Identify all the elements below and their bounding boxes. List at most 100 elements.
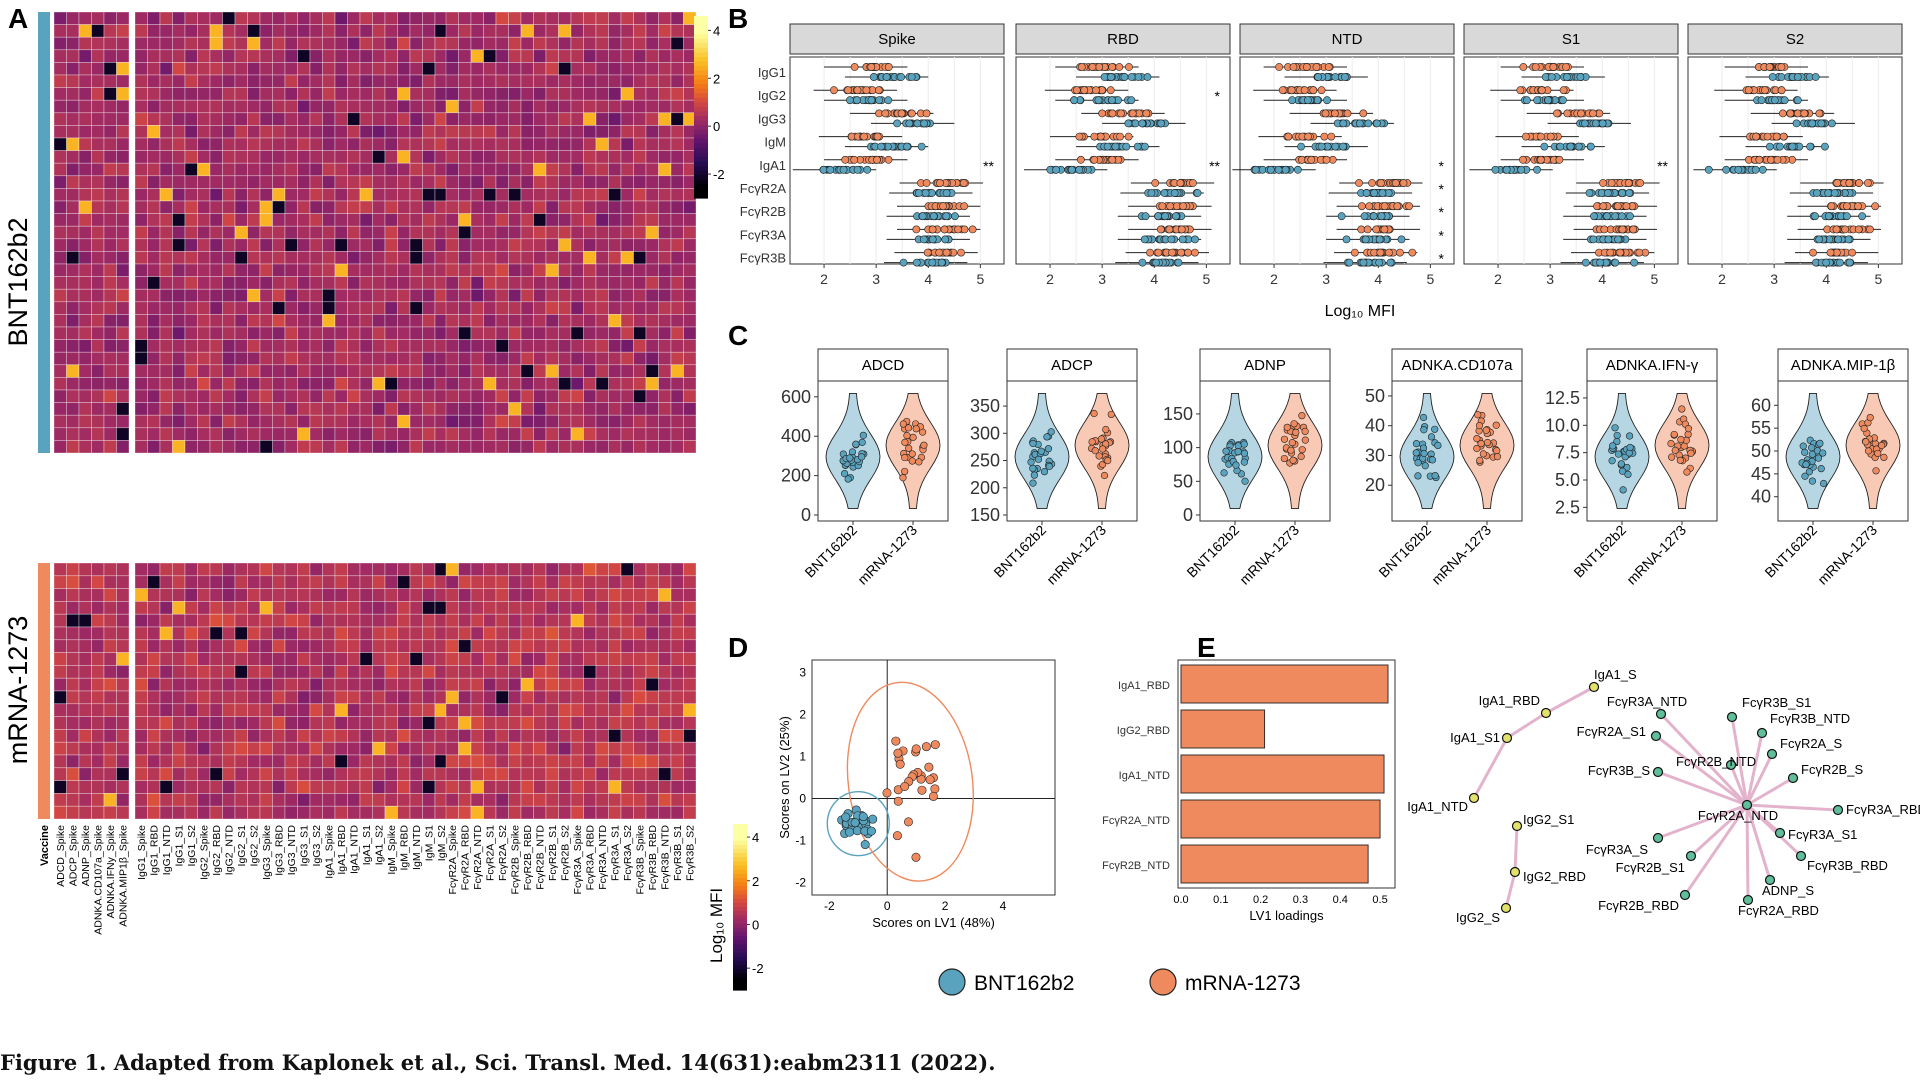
column-label-titer: IgA1_RBD: [336, 825, 348, 875]
heatmap-titers-bnt-cell: [334, 251, 348, 265]
data-point: [1519, 155, 1527, 164]
heatmap-fcr-bnt-cell: [633, 440, 647, 454]
heatmap-titers-mrna-cell: [209, 805, 223, 820]
heatmap-titers-mrna-cell: [184, 677, 198, 692]
heatmap-titers-bnt-cell: [347, 427, 361, 441]
heatmap-fcr-bnt-cell: [483, 49, 497, 63]
heatmap-functions-mrna-cell: [91, 729, 105, 743]
heatmap-fcr-bnt-cell: [633, 36, 647, 51]
heatmap-titers-bnt-cell: [222, 49, 236, 63]
heatmap-functions-bnt-cell: [66, 175, 80, 189]
heatmap-titers-mrna-cell: [222, 601, 236, 615]
heatmap-fcr-bnt-cell: [595, 150, 609, 164]
heatmap-colorbar-step: [694, 147, 708, 154]
data-point: [1606, 248, 1615, 257]
heatmap-fcr-mrna-cell: [558, 626, 572, 641]
heatmap-titers-mrna-cell: [384, 588, 398, 602]
violin-point: [1220, 469, 1228, 477]
data-point: [912, 225, 921, 234]
heatmap-titers-mrna-cell: [322, 805, 336, 820]
heatmap-titers-bnt-cell: [334, 276, 348, 290]
heatmap-titers-bnt-cell: [184, 364, 198, 378]
heatmap-fcr-mrna-cell: [470, 665, 484, 679]
heatmap-functions-bnt-cell: [78, 314, 92, 328]
heatmap-titers-bnt-cell: [209, 314, 223, 328]
heatmap-titers-mrna-cell: [234, 690, 248, 705]
heatmap-functions-bnt-cell: [66, 402, 80, 416]
heatmap-fcr-bnt-cell: [470, 314, 484, 328]
heatmap-titers-mrna-cell: [259, 690, 273, 705]
heatmap-fcr-mrna-cell: [645, 601, 659, 615]
heatmap-fcr-bnt-cell: [483, 162, 497, 177]
heatmap-functions-bnt-cell: [91, 288, 105, 303]
heatmap-titers-mrna-cell: [147, 729, 161, 743]
data-point: [893, 119, 902, 128]
heatmap-titers-mrna-cell: [297, 639, 311, 653]
heatmap-titers-mrna-cell: [147, 703, 161, 717]
heatmap-titers-bnt-cell: [134, 402, 148, 416]
data-point: [1131, 119, 1140, 128]
column-label-fcr: FcγR3B_NTD: [660, 825, 672, 890]
heatmap-titers-bnt-cell: [422, 389, 436, 403]
data-point: [1537, 132, 1545, 141]
heatmap-fcr-mrna-cell: [670, 793, 684, 807]
heatmap-functions-bnt-cell: [91, 125, 105, 139]
heatmap-fcr-bnt-cell: [495, 125, 509, 139]
heatmap-titers-mrna-cell: [409, 690, 423, 705]
heatmap-fcr-bnt-cell: [658, 49, 672, 63]
heatmap-fcr-bnt-cell: [533, 213, 547, 227]
data-point: [1502, 165, 1511, 174]
heatmap-titers-mrna-cell: [434, 601, 448, 615]
heatmap-fcr-bnt-cell: [470, 351, 484, 366]
heatmap-fcr-bnt-cell: [508, 36, 522, 51]
heatmap-fcr-bnt-cell: [658, 414, 672, 429]
x-tick-label: 5: [1874, 271, 1882, 287]
heatmap-titers-bnt-cell: [384, 62, 398, 76]
heatmap-fcr-bnt-cell: [520, 263, 534, 277]
heatmap-functions-mrna-cell: [91, 767, 105, 781]
heatmap-fcr-mrna-cell: [520, 652, 534, 666]
data-point: [1595, 109, 1604, 118]
column-label-function: ADNP_Spike: [80, 825, 92, 886]
heatmap-fcr-bnt-cell: [470, 24, 484, 38]
heatmap-fcr-bnt-cell: [595, 288, 609, 303]
heatmap-fcr-bnt-cell: [545, 301, 559, 315]
heatmap-functions-bnt-cell: [53, 402, 67, 416]
heatmap-titers-bnt-cell: [272, 36, 286, 51]
heatmap-functions-mrna-cell: [53, 690, 67, 705]
heatmap-titers-mrna-cell: [284, 652, 298, 666]
heatmap-fcr-bnt-cell: [445, 263, 459, 277]
data-point: [1108, 109, 1117, 118]
panel-letter-A: A: [8, 3, 28, 34]
heatmap-fcr-bnt-cell: [570, 137, 584, 151]
x-tick-label: 3: [872, 271, 880, 287]
heatmap-titers-mrna-cell: [209, 716, 223, 730]
facet-title: ADNP: [1244, 357, 1286, 374]
heatmap-titers-mrna-cell: [222, 677, 236, 692]
heatmap-functions-bnt-cell: [78, 125, 92, 139]
data-point: [1307, 155, 1316, 164]
heatmap-functions-bnt-cell: [66, 162, 80, 177]
heatmap-fcr-bnt-cell: [470, 402, 484, 416]
significance-marker: **: [1209, 158, 1220, 174]
heatmap-titers-bnt-cell: [184, 162, 198, 177]
violin-point: [1037, 447, 1045, 455]
heatmap-fcr-bnt-cell: [645, 339, 659, 353]
heatmap-fcr-bnt-cell: [520, 150, 534, 164]
heatmap-titers-bnt-cell: [184, 112, 198, 126]
heatmap-fcr-mrna-cell: [508, 562, 522, 577]
data-point: [1577, 109, 1585, 118]
heatmap-titers-bnt-cell: [184, 377, 198, 391]
data-point: [922, 179, 931, 187]
heatmap-fcr-bnt-cell: [458, 351, 472, 366]
heatmap-fcr-mrna-cell: [520, 562, 534, 577]
heatmap-titers-bnt-cell: [147, 137, 161, 151]
heatmap-titers-mrna-cell: [372, 690, 386, 705]
data-point: [1599, 202, 1608, 211]
data-point: [1827, 202, 1836, 211]
heatmap-titers-mrna-cell: [334, 729, 348, 743]
heatmap-fcr-bnt-cell: [645, 364, 659, 378]
heatmap-titers-bnt-cell: [384, 427, 398, 441]
column-label-titer: IgG2_S2: [249, 825, 261, 867]
